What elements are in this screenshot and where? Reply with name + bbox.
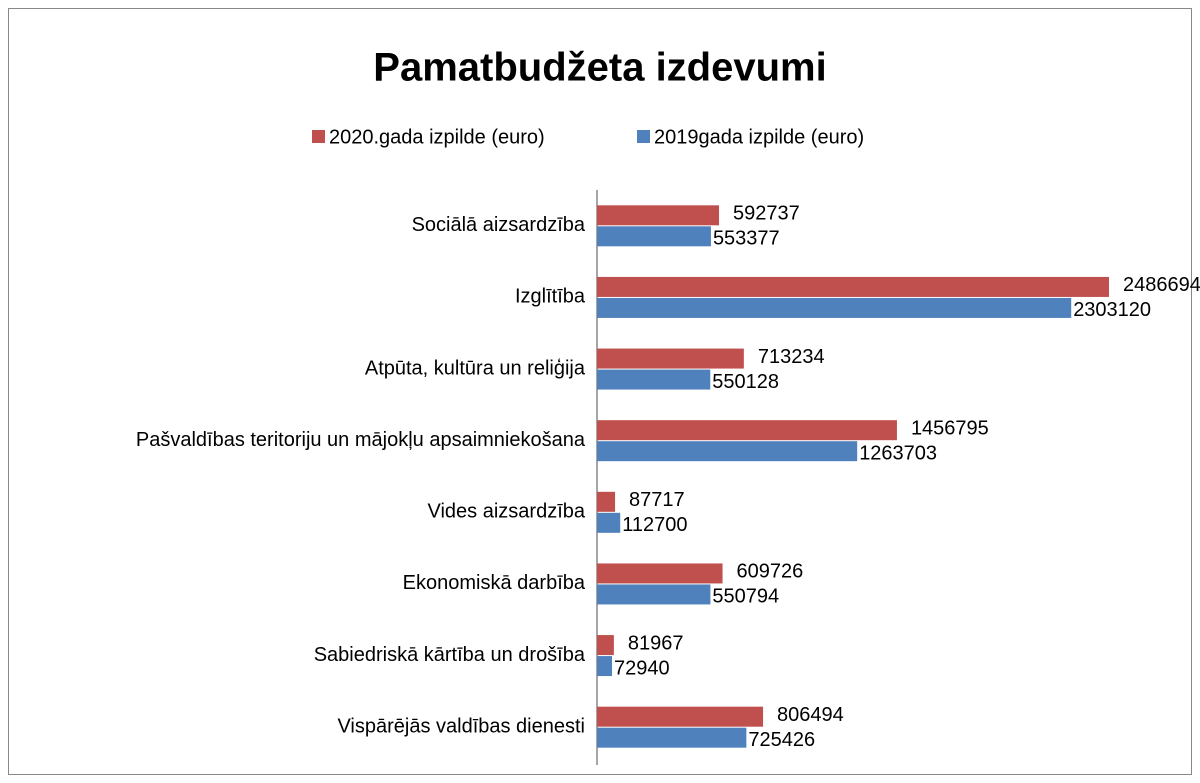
y-tick-label: Vides aizsardzība — [428, 501, 586, 523]
legend-swatch — [312, 130, 325, 143]
y-tick-label: Izglītība — [515, 286, 586, 308]
bar — [597, 635, 614, 656]
bar — [597, 441, 858, 462]
bar — [597, 420, 897, 441]
bar — [597, 706, 764, 727]
data-label: 806494 — [777, 704, 844, 726]
data-label: 553377 — [713, 228, 780, 250]
bar — [597, 205, 720, 226]
data-label: 550794 — [712, 586, 779, 608]
legend-label: 2020.gada izpilde (euro) — [329, 126, 545, 148]
bar — [597, 348, 744, 369]
y-tick-label: Sociālā aizsardzība — [412, 214, 586, 236]
data-label: 609726 — [737, 561, 804, 583]
chart-title: Pamatbudžeta izdevumi — [373, 46, 826, 90]
y-tick-label: Ekonomiskā darbība — [403, 572, 586, 594]
bar — [597, 512, 621, 533]
bar — [597, 226, 711, 247]
data-label: 725426 — [748, 729, 815, 751]
y-tick-label: Sabiedriskā kārtība un drošība — [314, 644, 586, 666]
data-label: 87717 — [629, 489, 685, 511]
bar — [597, 491, 616, 512]
y-tick-label: Atpūta, kultūra un reliģija — [365, 357, 586, 379]
data-label: 2303120 — [1073, 299, 1151, 321]
bar — [597, 297, 1072, 318]
data-label: 1456795 — [911, 417, 989, 439]
bar — [597, 656, 613, 677]
bar — [597, 727, 747, 748]
data-label: 592737 — [733, 203, 800, 225]
data-label: 1263703 — [859, 442, 937, 464]
bar — [597, 563, 723, 584]
data-label: 72940 — [614, 657, 670, 679]
data-label: 2486694 — [1123, 274, 1200, 296]
bar — [597, 584, 711, 605]
y-tick-label: Vispārējās valdības dienesti — [337, 715, 585, 737]
legend-label: 2019gada izpilde (euro) — [654, 126, 864, 148]
bar — [597, 276, 1109, 297]
bar — [597, 369, 711, 390]
data-label: 713234 — [758, 346, 825, 368]
data-label: 81967 — [628, 632, 684, 654]
y-tick-label: Pašvaldības teritoriju un mājokļu apsaim… — [136, 429, 586, 451]
legend-swatch — [637, 130, 650, 143]
data-label: 112700 — [622, 514, 687, 536]
data-label: 550128 — [712, 371, 779, 393]
